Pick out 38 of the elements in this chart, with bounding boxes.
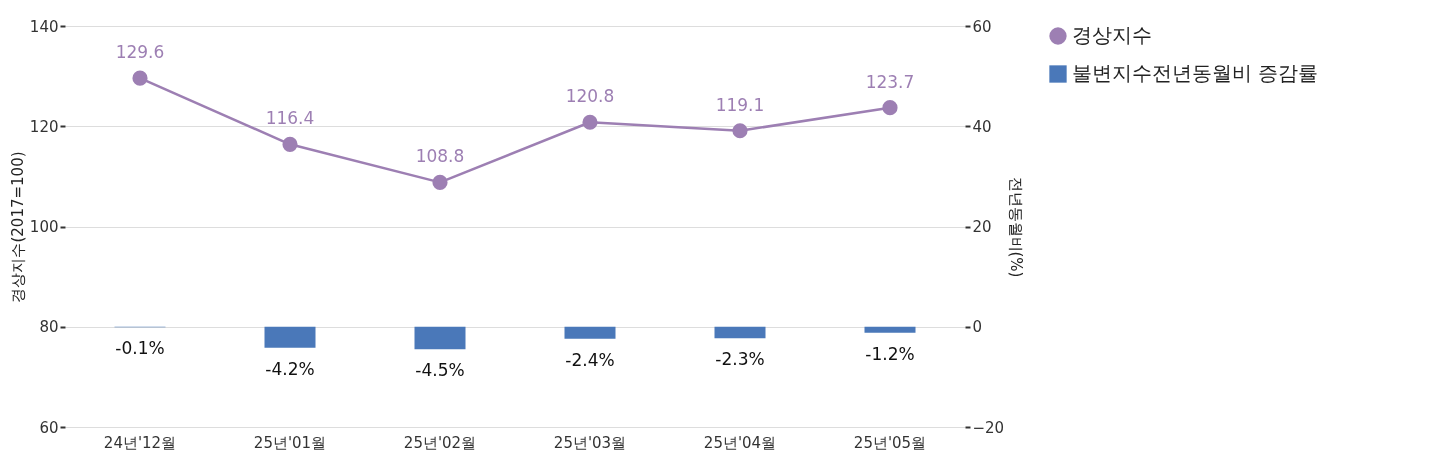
y-axis-title: 경상지수(2017=100): [8, 151, 27, 303]
data-label: -4.2%: [265, 358, 315, 379]
point: [732, 123, 748, 139]
x-tick-label: 25년'01월: [253, 433, 327, 452]
y2-axis-title: 전년동월비(%): [1007, 176, 1026, 278]
y2-tick-label: 40: [972, 117, 992, 136]
data-label: 119.1: [715, 94, 765, 115]
data-label: 129.6: [115, 42, 165, 63]
y-tick-label: 140: [29, 17, 59, 36]
x-tick-label: 25년'02월: [403, 433, 477, 452]
point: [582, 114, 598, 130]
data-label: -2.3%: [715, 349, 765, 370]
x-tick-label: 25년'04월: [703, 433, 777, 452]
point: [882, 100, 898, 116]
legend-label: 경상지수: [1072, 23, 1152, 47]
point: [132, 70, 148, 86]
data-label: -2.4%: [565, 349, 615, 370]
data-label: -1.2%: [865, 343, 915, 364]
y2-tick-label: 60: [972, 17, 992, 36]
y-tick-label: 100: [29, 218, 59, 236]
point: [432, 174, 448, 190]
data-label: -0.1%: [115, 338, 165, 359]
y-tick-label: 60: [39, 418, 59, 437]
point: [282, 136, 298, 152]
y-tick-label: 80: [39, 318, 59, 337]
y2-tick-label: 20: [972, 218, 992, 236]
data-label: 116.4: [265, 108, 315, 129]
x-tick-label: 25년'05월: [853, 433, 927, 452]
x-tick-label: 24년'12월: [103, 433, 177, 452]
legend-label: 불변지수전년동월비 증감률: [1072, 61, 1319, 85]
data-label: 108.8: [415, 146, 465, 167]
data-label: 123.7: [865, 71, 915, 92]
y2-tick-label: 0: [972, 318, 983, 337]
data-label: -4.5%: [415, 360, 465, 381]
x-tick-label: 25년'03월: [553, 433, 627, 452]
data-label: 120.8: [565, 86, 615, 107]
y-tick-label: 120: [29, 117, 59, 136]
y2-tick-label: −20: [972, 418, 1005, 437]
